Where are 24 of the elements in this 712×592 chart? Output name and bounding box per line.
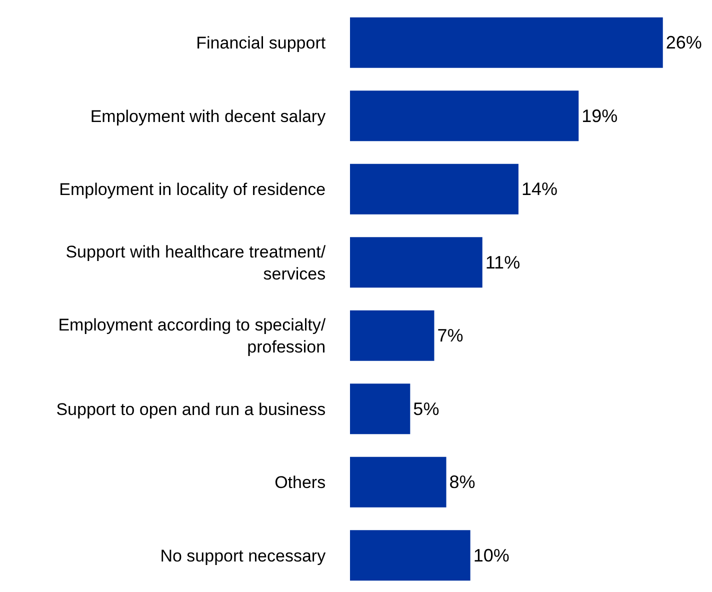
- bar: [350, 17, 663, 68]
- y-tick-label: Support with healthcare treatment/ services: [66, 242, 326, 284]
- data-label: 14%: [521, 179, 558, 200]
- y-tick-label: No support necessary: [160, 546, 326, 566]
- data-label: 26%: [666, 32, 702, 53]
- data-label: 10%: [473, 545, 510, 566]
- bar: [350, 164, 518, 214]
- bar: [350, 384, 410, 434]
- bar: [350, 237, 482, 288]
- data-label: 11%: [485, 252, 520, 272]
- data-label: 5%: [413, 398, 440, 419]
- bar: [350, 310, 434, 361]
- y-tick-label: Financial support: [196, 34, 326, 53]
- y-tick-label: Employment with decent salary: [90, 106, 326, 126]
- bar: [350, 90, 579, 142]
- bar: [350, 530, 470, 581]
- y-tick-label: Others: [274, 473, 326, 492]
- bar: [350, 456, 446, 508]
- data-label: 8%: [449, 472, 476, 492]
- data-label: 19%: [582, 106, 618, 126]
- y-tick-label: Employment in locality of residence: [59, 180, 326, 200]
- data-label: 7%: [437, 326, 464, 346]
- y-tick-label: Employment according to specialty/ profession: [58, 316, 326, 357]
- y-tick-label: Support to open and run a business: [56, 400, 326, 419]
